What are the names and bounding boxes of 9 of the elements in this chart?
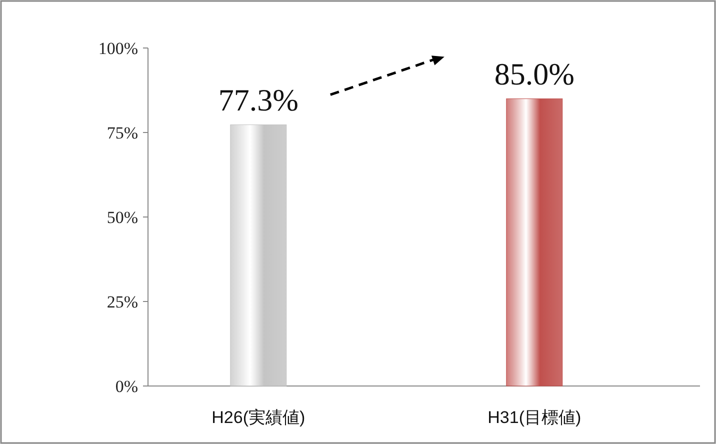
y-tick-label: 75%: [106, 124, 138, 142]
x-tick-label: H31(目標値): [488, 408, 582, 427]
x-tick-label: H26(実績値): [212, 408, 306, 427]
y-tick-label: 25%: [106, 292, 138, 312]
y-tick-label: 50%: [106, 208, 138, 227]
y-tick-label: 0%: [115, 377, 138, 396]
data-label: 85.0%: [494, 56, 574, 92]
y-tick-label: 100%: [98, 39, 138, 58]
data-label: 77.3%: [218, 82, 298, 118]
